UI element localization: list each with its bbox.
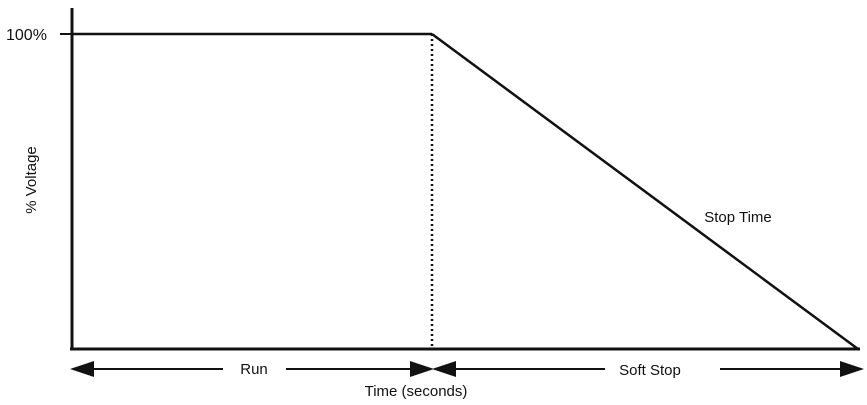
slope-label-stop-time: Stop Time (704, 209, 772, 226)
phase-label-run: Run (240, 361, 268, 378)
run-arrow-left-head (70, 361, 94, 377)
phase-label-soft-stop: Soft Stop (619, 362, 681, 379)
soft-stop-arrow-left-head (432, 361, 456, 377)
y-tick-label-100: 100% (6, 27, 47, 44)
soft-stop-arrow-right-head (840, 361, 864, 377)
soft-stop-phase-arrow: Soft Stop (432, 361, 864, 379)
soft-stop-ramp-line (431, 32, 859, 351)
x-axis-label: Time (seconds) (365, 383, 468, 400)
run-arrow-right-head (410, 361, 434, 377)
run-phase-arrow: Run (70, 361, 434, 378)
y-axis-label: % Voltage (23, 146, 40, 214)
